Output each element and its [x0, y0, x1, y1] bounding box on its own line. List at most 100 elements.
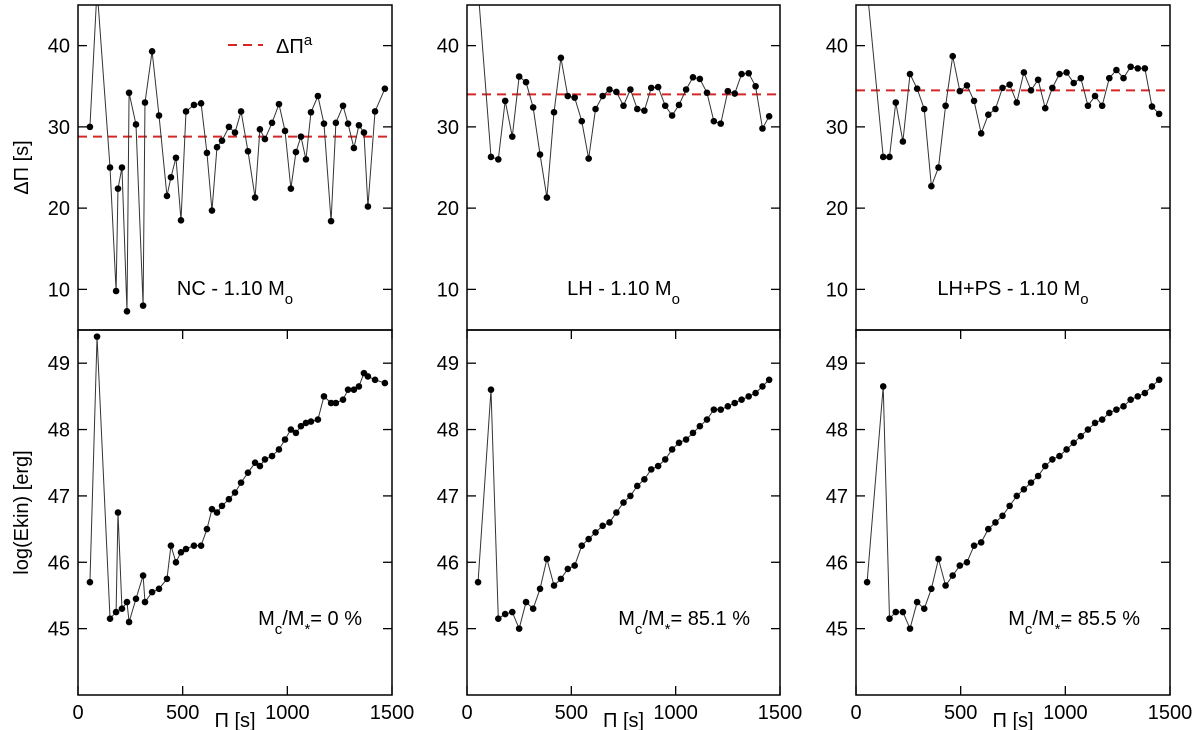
point: [1056, 70, 1063, 78]
point: [1034, 472, 1042, 480]
y-tick-label: 40: [826, 36, 848, 58]
point: [529, 605, 537, 613]
annotation-part: o: [285, 291, 293, 308]
point: [163, 192, 171, 200]
point: [920, 605, 928, 613]
point: [1070, 79, 1078, 87]
point: [1105, 74, 1113, 82]
point: [633, 105, 641, 113]
point: [1127, 396, 1134, 403]
y-tick-label: 47: [437, 486, 459, 508]
point: [208, 505, 216, 513]
point: [86, 578, 94, 586]
point: [1049, 456, 1056, 463]
point: [992, 105, 999, 113]
y-tick-label: 49: [437, 353, 459, 375]
annotation: NC - 1.10 Mo: [177, 278, 293, 308]
point: [275, 446, 283, 453]
point: [1063, 446, 1070, 453]
point: [913, 598, 921, 606]
point: [627, 86, 634, 93]
point: [999, 84, 1006, 92]
point: [1084, 426, 1092, 433]
point: [696, 422, 704, 430]
point: [177, 549, 185, 556]
point: [1006, 502, 1013, 510]
point: [244, 147, 252, 155]
point: [886, 153, 893, 161]
point: [302, 156, 310, 163]
point: [172, 154, 180, 162]
point: [123, 598, 131, 606]
panel: 10 20 30 40 LH+PS - 1.10 Mo: [826, 4, 1171, 331]
x-tick-label: 1500: [370, 702, 415, 724]
plot-area: [467, 5, 780, 201]
point: [148, 588, 156, 596]
y-tick-label: 40: [437, 36, 459, 58]
annotation-part: o: [672, 291, 680, 308]
point: [508, 608, 516, 616]
point: [682, 436, 690, 443]
point: [942, 582, 949, 589]
point: [999, 512, 1006, 520]
point: [928, 182, 935, 190]
point: [1077, 432, 1085, 440]
point: [344, 386, 352, 394]
point: [275, 100, 283, 108]
point: [495, 615, 502, 622]
point: [118, 164, 126, 171]
point: [765, 376, 773, 384]
annotation-part: *: [1055, 621, 1061, 638]
point: [1084, 102, 1092, 110]
point: [613, 88, 620, 96]
point: [892, 608, 900, 616]
point: [287, 185, 295, 192]
point: [197, 542, 205, 549]
y-tick-label: 45: [48, 619, 70, 641]
point: [536, 585, 544, 593]
x-tick-label: 1000: [653, 702, 698, 724]
point: [752, 82, 759, 90]
point: [913, 85, 921, 92]
y-tick-label: 20: [48, 198, 70, 220]
point: [177, 217, 185, 224]
point: [287, 426, 295, 433]
y-tick-label: 30: [437, 117, 459, 139]
x-tick-label: 0: [461, 702, 472, 724]
point: [1027, 479, 1035, 486]
point: [172, 558, 180, 566]
panel-frame: [466, 329, 781, 696]
point: [381, 85, 389, 92]
y-tick-label: 10: [48, 279, 70, 301]
point: [125, 618, 133, 626]
point: [571, 562, 578, 569]
annotation: LH - 1.10 Mo: [567, 278, 680, 308]
point: [327, 217, 335, 225]
point: [1148, 103, 1156, 110]
annotation-part: M: [618, 608, 635, 630]
annotation-part: o: [1080, 291, 1088, 308]
y-tick-label: 48: [826, 420, 848, 442]
point: [935, 555, 942, 563]
point: [1041, 104, 1049, 112]
legend-label-part: a: [304, 32, 313, 49]
plot-area: [86, 333, 389, 626]
y-tick-label: 45: [826, 619, 848, 641]
x-tick-label: 1500: [1148, 702, 1193, 724]
point: [360, 129, 368, 136]
point: [515, 73, 523, 80]
point: [1013, 492, 1021, 500]
point: [543, 555, 551, 563]
plot-area: [856, 5, 1170, 190]
point: [1049, 84, 1056, 92]
annotation-part: = 85.5 %: [1060, 608, 1140, 630]
point: [641, 476, 648, 483]
annotation-part: /M: [1032, 608, 1054, 630]
point: [949, 52, 957, 60]
point: [738, 70, 745, 78]
point: [647, 84, 655, 92]
point: [661, 456, 669, 463]
y-tick-label: 10: [437, 279, 459, 301]
panel: 45 46 47 48 49 0 500 1000 1500 Π [s] Mc/M*= 85.5 %: [826, 329, 1193, 730]
